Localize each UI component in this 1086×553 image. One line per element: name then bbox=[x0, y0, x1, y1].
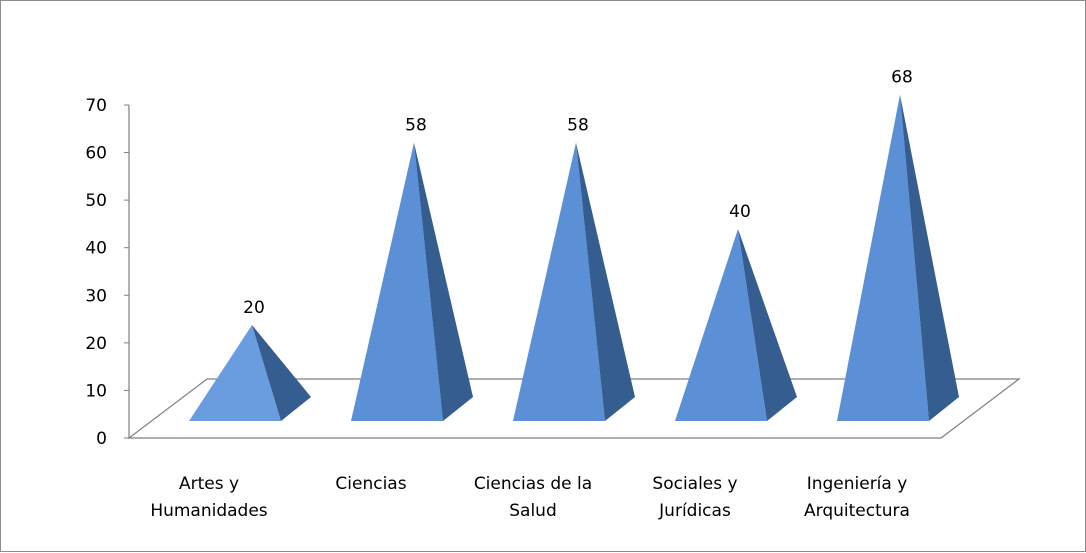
y-tick-label: 30 bbox=[85, 286, 107, 306]
data-label: 20 bbox=[243, 298, 265, 318]
pyramid-bar bbox=[837, 94, 959, 421]
x-category-label: Sociales y Jurídicas bbox=[652, 474, 737, 521]
pyramid-bar bbox=[351, 142, 473, 421]
y-tick-label: 60 bbox=[85, 144, 107, 164]
data-label: 58 bbox=[405, 116, 427, 136]
pyramid-front-face bbox=[837, 94, 929, 421]
pyramid-side-face bbox=[900, 94, 959, 421]
pyramid-front-face bbox=[513, 142, 605, 421]
y-tick-label: 10 bbox=[85, 381, 107, 401]
pyramid-side-face bbox=[738, 229, 797, 421]
x-category-label: Ingeniería y Arquitectura bbox=[804, 474, 910, 521]
pyramid-bar bbox=[513, 142, 635, 421]
y-tick-label: 40 bbox=[85, 239, 107, 259]
x-category-label: Ciencias bbox=[335, 474, 406, 494]
x-category-label: Artes y Humanidades bbox=[150, 474, 267, 521]
data-label: 40 bbox=[729, 202, 751, 222]
pyramid-front-face bbox=[351, 142, 443, 421]
pyramid-bar bbox=[189, 325, 311, 421]
y-tick-label: 50 bbox=[85, 191, 107, 211]
data-label: 58 bbox=[567, 116, 589, 136]
y-tick-label: 0 bbox=[96, 429, 107, 449]
pyramid-front-face bbox=[189, 325, 281, 421]
x-category-label: Ciencias de la Salud bbox=[474, 474, 592, 521]
pyramid-front-face bbox=[675, 229, 767, 421]
y-tick-label: 70 bbox=[85, 96, 107, 116]
chart-floor bbox=[127, 378, 1021, 439]
y-tick-label: 20 bbox=[85, 334, 107, 354]
pyramid-bar bbox=[675, 229, 797, 421]
data-label: 68 bbox=[891, 68, 913, 88]
pyramid-side-face bbox=[252, 325, 311, 421]
pyramid-side-face bbox=[576, 142, 635, 421]
pyramid-side-face bbox=[414, 142, 473, 421]
